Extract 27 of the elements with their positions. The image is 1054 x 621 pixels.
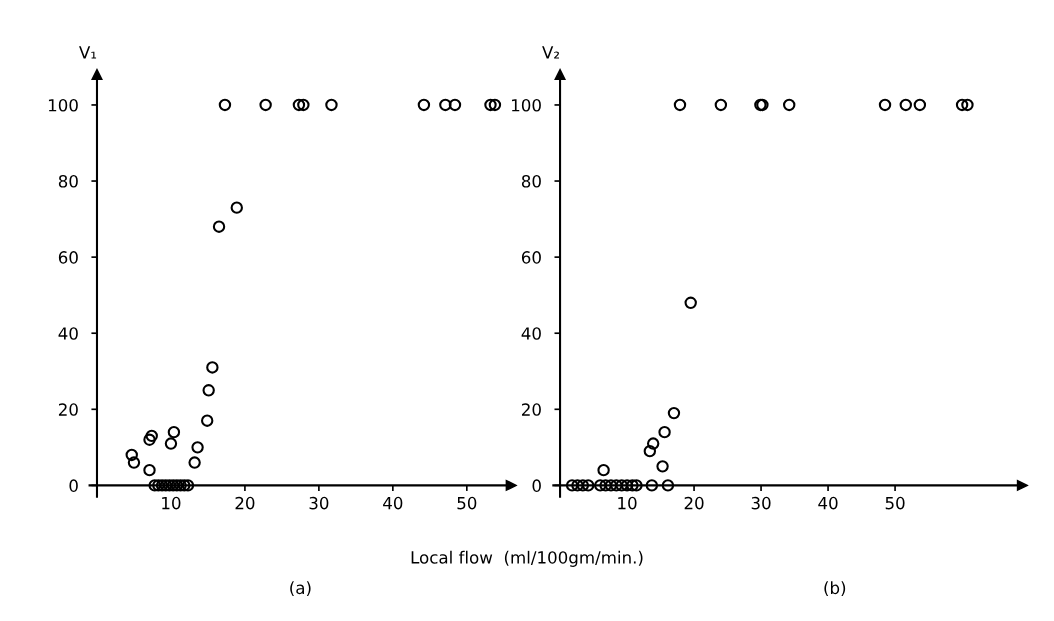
text: (a) <box>290 581 311 597</box>
x-tick-label: 10 <box>618 496 637 510</box>
y-tick-label: 0 <box>69 479 78 492</box>
y-tick-label: 20 <box>522 403 541 416</box>
y-tick-label: 0 <box>532 479 541 492</box>
x-axis-title: Local flow (ml/100gm/min.) <box>411 550 643 567</box>
y-tick-label: 80 <box>521 175 541 188</box>
y-tick-label: 60 <box>521 251 541 264</box>
y-tick-label: 60 <box>58 251 78 264</box>
text: (b) <box>824 581 846 597</box>
x-tick-label: 50 <box>885 496 905 510</box>
x-tick-label: 40 <box>818 496 838 510</box>
x-tick-label: 50 <box>457 496 477 510</box>
x-tick-label: 30 <box>751 496 771 510</box>
x-tick-label: 20 <box>235 496 255 510</box>
y-axis-title: V₁ <box>79 46 97 59</box>
x-tick-label: 10 <box>162 496 181 510</box>
y-tick-label: 80 <box>58 175 78 188</box>
x-tick-label: 30 <box>309 496 329 510</box>
y-tick-label: 40 <box>521 327 541 340</box>
x-tick-label: 20 <box>684 496 704 510</box>
x-tick-label: 40 <box>383 496 403 510</box>
y-tick-label: 20 <box>58 403 78 416</box>
y-axis-title: V₂ <box>542 46 559 59</box>
y-tick-label: 40 <box>58 327 78 340</box>
y-tick-label: 100 <box>512 98 541 112</box>
y-tick-label: 100 <box>48 98 78 112</box>
